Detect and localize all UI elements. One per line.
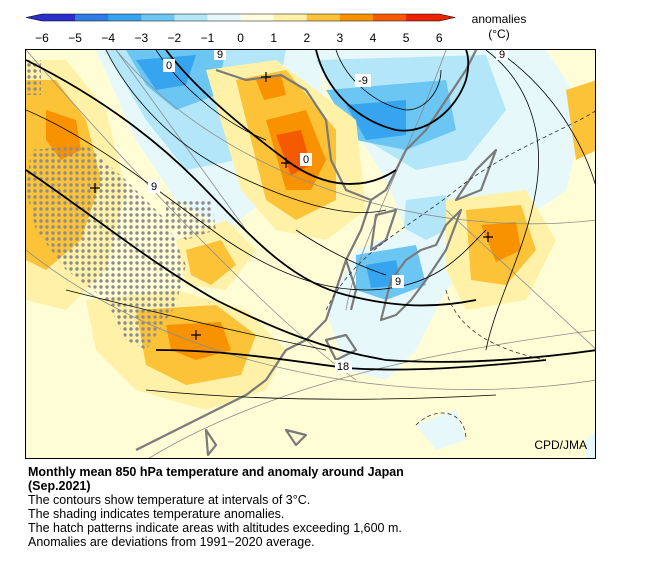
colorbar-tick-label: −6 xyxy=(35,31,49,45)
colorbar-tick-label: −2 xyxy=(168,31,182,45)
contour-label: -9 xyxy=(355,74,371,87)
caption-title: Monthly mean 850 hPa temperature and ano… xyxy=(28,465,404,479)
contour-label: 0 xyxy=(300,153,312,166)
contour-label: 0 xyxy=(163,59,175,72)
colorbar-tick-label: 6 xyxy=(436,31,443,45)
map-credit: CPD/JMA xyxy=(534,438,587,452)
caption: Monthly mean 850 hPa temperature and ano… xyxy=(28,465,628,549)
coastlines xyxy=(135,50,498,457)
caption-period: (Sep.2021) xyxy=(28,479,91,493)
anomaly-map: 0 9 -9 0 9 9 1 xyxy=(25,49,596,459)
zero-anomaly-outline xyxy=(325,110,595,441)
colorbar-high-arrow xyxy=(439,14,456,21)
caption-line-baseline: Anomalies are deviations from 1991−2020 … xyxy=(28,535,315,549)
colorbar-tick-label: −5 xyxy=(68,31,82,45)
contour-label-text: 0 xyxy=(166,60,172,72)
colorbar-cell xyxy=(174,14,208,21)
contour-label-text: 9 xyxy=(395,276,401,288)
graticule xyxy=(26,50,595,458)
contour-label-text: 18 xyxy=(337,361,349,373)
colorbar: −6 −5 −4 −3 −2 −1 0 1 2 3 4 5 6 xyxy=(25,13,456,45)
contour-label: 18 xyxy=(335,360,352,373)
colorbar-cell xyxy=(306,14,341,21)
anomaly-center-markers xyxy=(90,72,493,340)
colorbar-low-arrow xyxy=(26,14,42,21)
colorbar-cells xyxy=(25,13,456,22)
colorbar-tick-label: 5 xyxy=(403,31,410,45)
colorbar-cell xyxy=(339,14,374,21)
legend-title-unit: (°C) xyxy=(488,27,510,41)
high-altitude-hatch xyxy=(26,60,216,350)
colorbar-tick-label: 4 xyxy=(370,31,377,45)
colorbar-cell xyxy=(75,14,109,21)
colorbar-cell xyxy=(141,14,175,21)
contour-label: 9 xyxy=(214,50,226,61)
colorbar-outline xyxy=(25,13,456,22)
contour-label-text: 9 xyxy=(499,50,505,61)
contour-label-text: 9 xyxy=(217,50,223,61)
colorbar-ticks: −6 −5 −4 −3 −2 −1 0 1 2 3 4 5 6 xyxy=(35,31,443,45)
contour-labels: 0 9 -9 0 9 9 1 xyxy=(148,50,508,373)
colorbar-cell xyxy=(108,14,142,21)
colorbar-tick-label: 0 xyxy=(237,31,244,45)
legend-title-line1: anomalies xyxy=(471,12,527,26)
colorbar-tick-label: −3 xyxy=(134,31,148,45)
caption-line-shading: The shading indicates temperature anomal… xyxy=(28,507,285,521)
contour-label: 9 xyxy=(392,275,404,288)
caption-line-hatch: The hatch patterns indicate areas with a… xyxy=(28,521,402,535)
colorbar-tick-label: 3 xyxy=(337,31,344,45)
contour-label-text: 0 xyxy=(303,154,309,166)
colorbar-tick-label: −1 xyxy=(201,31,215,45)
colorbar-tick-label: 2 xyxy=(303,31,310,45)
colorbar-cell xyxy=(207,14,242,21)
contour-label-text: 9 xyxy=(151,181,157,193)
contour-label: 9 xyxy=(148,180,160,193)
colorbar-cell xyxy=(373,14,407,21)
colorbar-tick-label: −4 xyxy=(101,31,115,45)
colorbar-cell xyxy=(240,14,275,21)
contour-label-text: -9 xyxy=(358,75,368,87)
colorbar-tick-label: 1 xyxy=(270,31,277,45)
colorbar-cell xyxy=(273,14,308,21)
colorbar-cell xyxy=(406,14,440,21)
contour-label: 9 xyxy=(496,50,508,61)
legend-title: anomalies (°C) xyxy=(470,12,528,42)
map-canvas: 0 9 -9 0 9 9 1 xyxy=(26,50,595,458)
caption-line-contours: The contours show temperature at interva… xyxy=(28,493,311,507)
colorbar-cell xyxy=(42,14,76,21)
